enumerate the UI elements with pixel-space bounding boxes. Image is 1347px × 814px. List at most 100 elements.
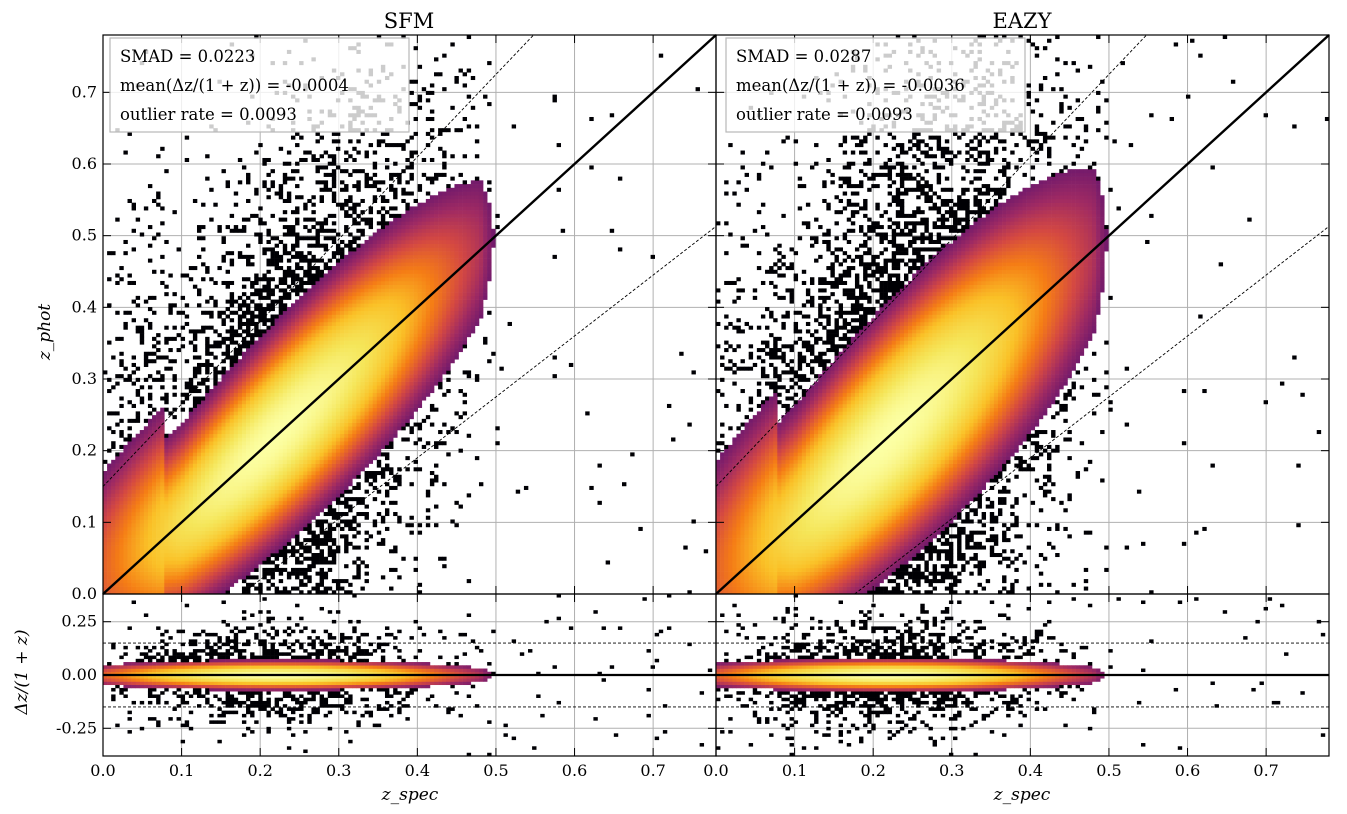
density-cell	[315, 243, 320, 248]
density-cell	[188, 474, 194, 479]
density-cell	[315, 157, 320, 163]
density-cell	[115, 526, 120, 531]
density-cell	[319, 340, 324, 345]
density-cell	[307, 303, 312, 308]
density-cell	[131, 444, 136, 449]
density-cell	[356, 277, 361, 282]
density-cell	[282, 295, 288, 300]
density-cell	[295, 418, 300, 423]
density-cell	[127, 523, 132, 528]
density-cell	[356, 187, 361, 192]
density-cell	[299, 478, 304, 483]
density-cell	[221, 541, 226, 546]
density-cell	[331, 284, 337, 289]
density-cell	[172, 508, 177, 513]
density-cell	[270, 184, 275, 189]
density-cell	[327, 456, 333, 461]
density-cell	[290, 415, 296, 420]
density-cell	[348, 433, 353, 438]
density-cell	[254, 478, 259, 483]
density-cell	[160, 579, 165, 584]
density-cell	[278, 359, 284, 364]
density-cell	[139, 586, 145, 591]
density-cell	[143, 534, 149, 539]
density-cell	[196, 370, 202, 375]
density-cell	[323, 497, 329, 502]
density-cell	[131, 567, 136, 572]
density-cell	[225, 396, 230, 401]
density-cell	[123, 310, 128, 315]
density-cell	[323, 187, 329, 192]
density-cell	[335, 497, 341, 502]
density-cell	[262, 474, 267, 479]
density-cell	[270, 415, 275, 420]
density-cell	[164, 564, 169, 569]
density-cell	[348, 195, 353, 200]
density-cell	[103, 519, 108, 524]
density-cell	[168, 444, 173, 449]
density-cell	[209, 497, 214, 502]
density-cell	[160, 415, 165, 420]
density-cell	[241, 415, 247, 420]
density-cell	[168, 437, 173, 442]
density-cell	[356, 336, 361, 341]
density-cell	[241, 534, 247, 539]
density-cell	[152, 489, 157, 494]
density-cell	[327, 497, 333, 502]
density-cell	[344, 418, 349, 423]
density-cell	[356, 262, 361, 267]
density-cell	[258, 444, 263, 449]
density-cell	[356, 545, 361, 550]
density-cell	[164, 467, 169, 472]
density-cell	[225, 437, 230, 442]
density-cell	[266, 571, 271, 576]
density-cell	[364, 355, 369, 360]
density-cell	[246, 411, 251, 416]
density-cell	[233, 530, 239, 535]
density-cell	[127, 131, 132, 136]
density-cell	[201, 590, 206, 595]
density-cell	[311, 530, 316, 535]
density-cell	[282, 493, 288, 498]
density-cell	[250, 314, 255, 319]
density-cell	[303, 497, 308, 502]
density-cell	[295, 303, 300, 308]
density-cell	[364, 359, 369, 364]
density-cell	[147, 392, 153, 397]
density-cell	[266, 351, 271, 356]
density-cell	[307, 385, 312, 390]
density-cell	[233, 467, 239, 472]
density-cell	[111, 549, 116, 554]
density-cell	[278, 500, 284, 505]
density-cell	[290, 504, 296, 509]
density-cell	[340, 478, 345, 483]
density-cell	[246, 485, 251, 490]
density-cell	[356, 482, 361, 487]
density-cell	[323, 299, 329, 304]
density-cell	[164, 512, 169, 517]
density-cell	[311, 471, 316, 476]
density-cell	[356, 418, 361, 423]
density-cell	[376, 288, 382, 293]
density-cell	[188, 515, 194, 520]
density-cell	[152, 556, 157, 561]
density-cell	[311, 254, 316, 259]
density-cell	[286, 232, 292, 237]
density-cell	[290, 228, 296, 233]
density-cell	[376, 541, 382, 546]
density-cell	[172, 478, 177, 483]
density-cell	[127, 556, 132, 561]
density-cell	[184, 538, 190, 543]
density-cell	[184, 586, 190, 591]
density-cell	[237, 251, 243, 256]
density-cell	[143, 456, 149, 461]
density-cell	[147, 467, 153, 472]
density-cell	[229, 504, 235, 509]
density-cell	[262, 441, 267, 446]
density-cell	[295, 333, 300, 338]
density-cell	[282, 590, 288, 595]
density-cell	[127, 512, 132, 517]
density-cell	[340, 310, 345, 315]
density-cell	[152, 515, 157, 520]
density-cell	[246, 396, 251, 401]
